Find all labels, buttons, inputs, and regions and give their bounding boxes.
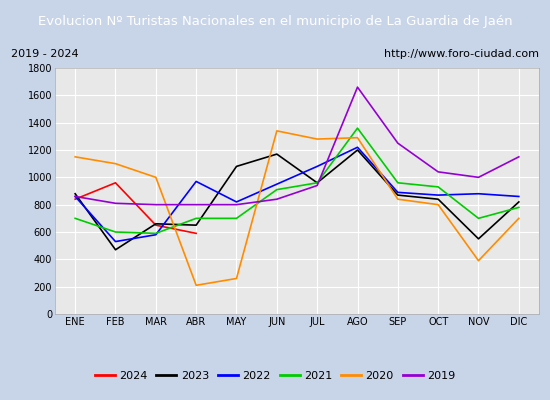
- Legend: 2024, 2023, 2022, 2021, 2020, 2019: 2024, 2023, 2022, 2021, 2020, 2019: [90, 366, 460, 386]
- Text: Evolucion Nº Turistas Nacionales en el municipio de La Guardia de Jaén: Evolucion Nº Turistas Nacionales en el m…: [38, 14, 512, 28]
- Text: 2019 - 2024: 2019 - 2024: [11, 49, 79, 59]
- Text: http://www.foro-ciudad.com: http://www.foro-ciudad.com: [384, 49, 539, 59]
